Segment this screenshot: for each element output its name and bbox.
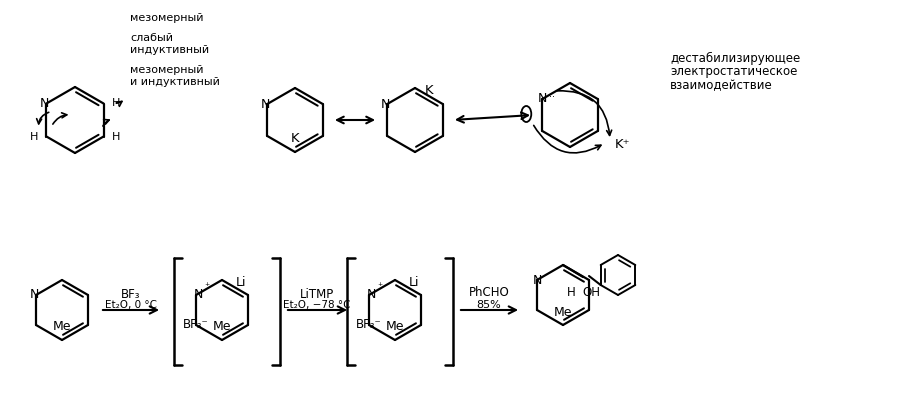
Text: и индуктивный: и индуктивный [130,77,219,87]
Text: Me: Me [52,320,71,333]
Text: Me: Me [385,320,404,333]
Text: N: N [380,98,390,111]
Text: N: N [261,98,270,111]
Text: ..: .. [523,109,529,119]
Text: H: H [30,132,39,141]
Text: K⁺: K⁺ [614,139,630,151]
Text: N: N [193,288,202,301]
Text: Et₂O, 0 °C: Et₂O, 0 °C [105,300,157,310]
Text: индуктивный: индуктивный [130,45,209,55]
Text: LiTMP: LiTMP [299,288,334,301]
Text: BF₃⁻: BF₃⁻ [355,318,382,332]
Text: дестабилизирующее: дестабилизирующее [669,51,799,64]
Text: N: N [40,97,49,110]
Text: электростатическое: электростатическое [669,66,796,79]
Text: H: H [112,98,120,109]
Text: PhCHO: PhCHO [468,286,509,300]
Text: ⁺: ⁺ [377,282,382,292]
Text: слабый: слабый [130,33,173,43]
Text: H: H [112,132,120,141]
Text: N: N [29,288,39,301]
Text: H: H [566,286,575,300]
Text: BF₃⁻: BF₃⁻ [183,318,208,332]
Text: Li: Li [409,275,419,288]
Text: Et₂O, −78 °C: Et₂O, −78 °C [283,300,350,310]
Text: K: K [290,132,299,145]
Text: N: N [366,288,375,301]
Text: BF₃: BF₃ [121,288,141,301]
Text: N: N [532,273,541,286]
Text: мезомерный: мезомерный [130,13,203,23]
Text: ⁺: ⁺ [204,282,209,292]
Text: OH: OH [582,286,599,300]
Text: Me: Me [213,320,231,333]
Text: K: K [424,83,433,96]
Text: мезомерный: мезомерный [130,65,203,75]
Text: Li: Li [235,275,246,288]
Text: ..: .. [548,89,555,99]
Text: взаимодействие: взаимодействие [669,79,772,92]
Text: Me: Me [553,305,572,318]
Text: 85%: 85% [476,300,501,310]
Text: N: N [537,92,547,105]
